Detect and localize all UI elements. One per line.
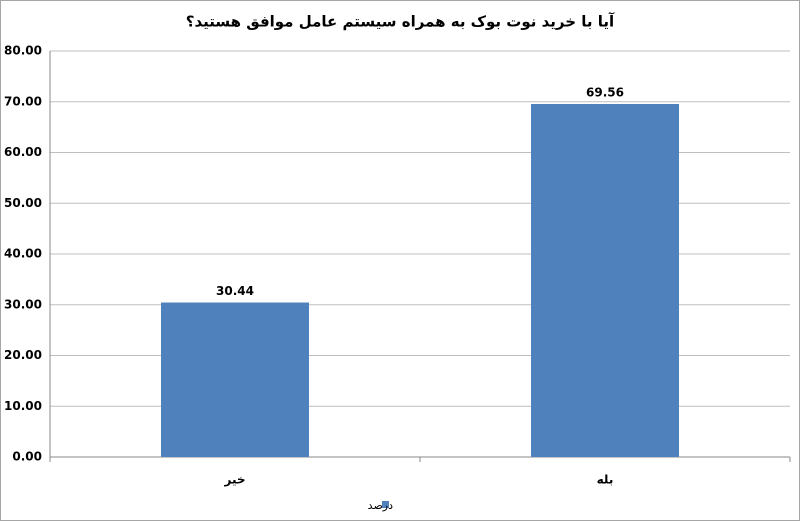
- y-tick-label: 10.00: [4, 399, 42, 413]
- y-tick-label: 40.00: [4, 247, 42, 261]
- chart-title: آیا با خرید نوت بوک به همراه سیستم عامل …: [186, 13, 615, 31]
- y-tick-label: 50.00: [4, 196, 42, 210]
- y-tick-label: 60.00: [4, 145, 42, 159]
- x-tick-label: خیر: [223, 473, 245, 487]
- y-tick-label: 70.00: [4, 94, 42, 108]
- y-tick-label: 30.00: [4, 297, 42, 311]
- legend-swatch: [382, 501, 389, 508]
- bar: [531, 103, 679, 457]
- value-label: 30.44: [216, 284, 254, 298]
- x-tick-label: بله: [597, 473, 614, 487]
- y-tick-label: 20.00: [4, 348, 42, 362]
- y-tick-label: 80.00: [4, 44, 42, 58]
- y-tick-label: 0.00: [12, 450, 42, 464]
- value-label: 69.56: [586, 85, 624, 99]
- legend-label: درصد: [368, 499, 393, 512]
- bar: [161, 302, 309, 457]
